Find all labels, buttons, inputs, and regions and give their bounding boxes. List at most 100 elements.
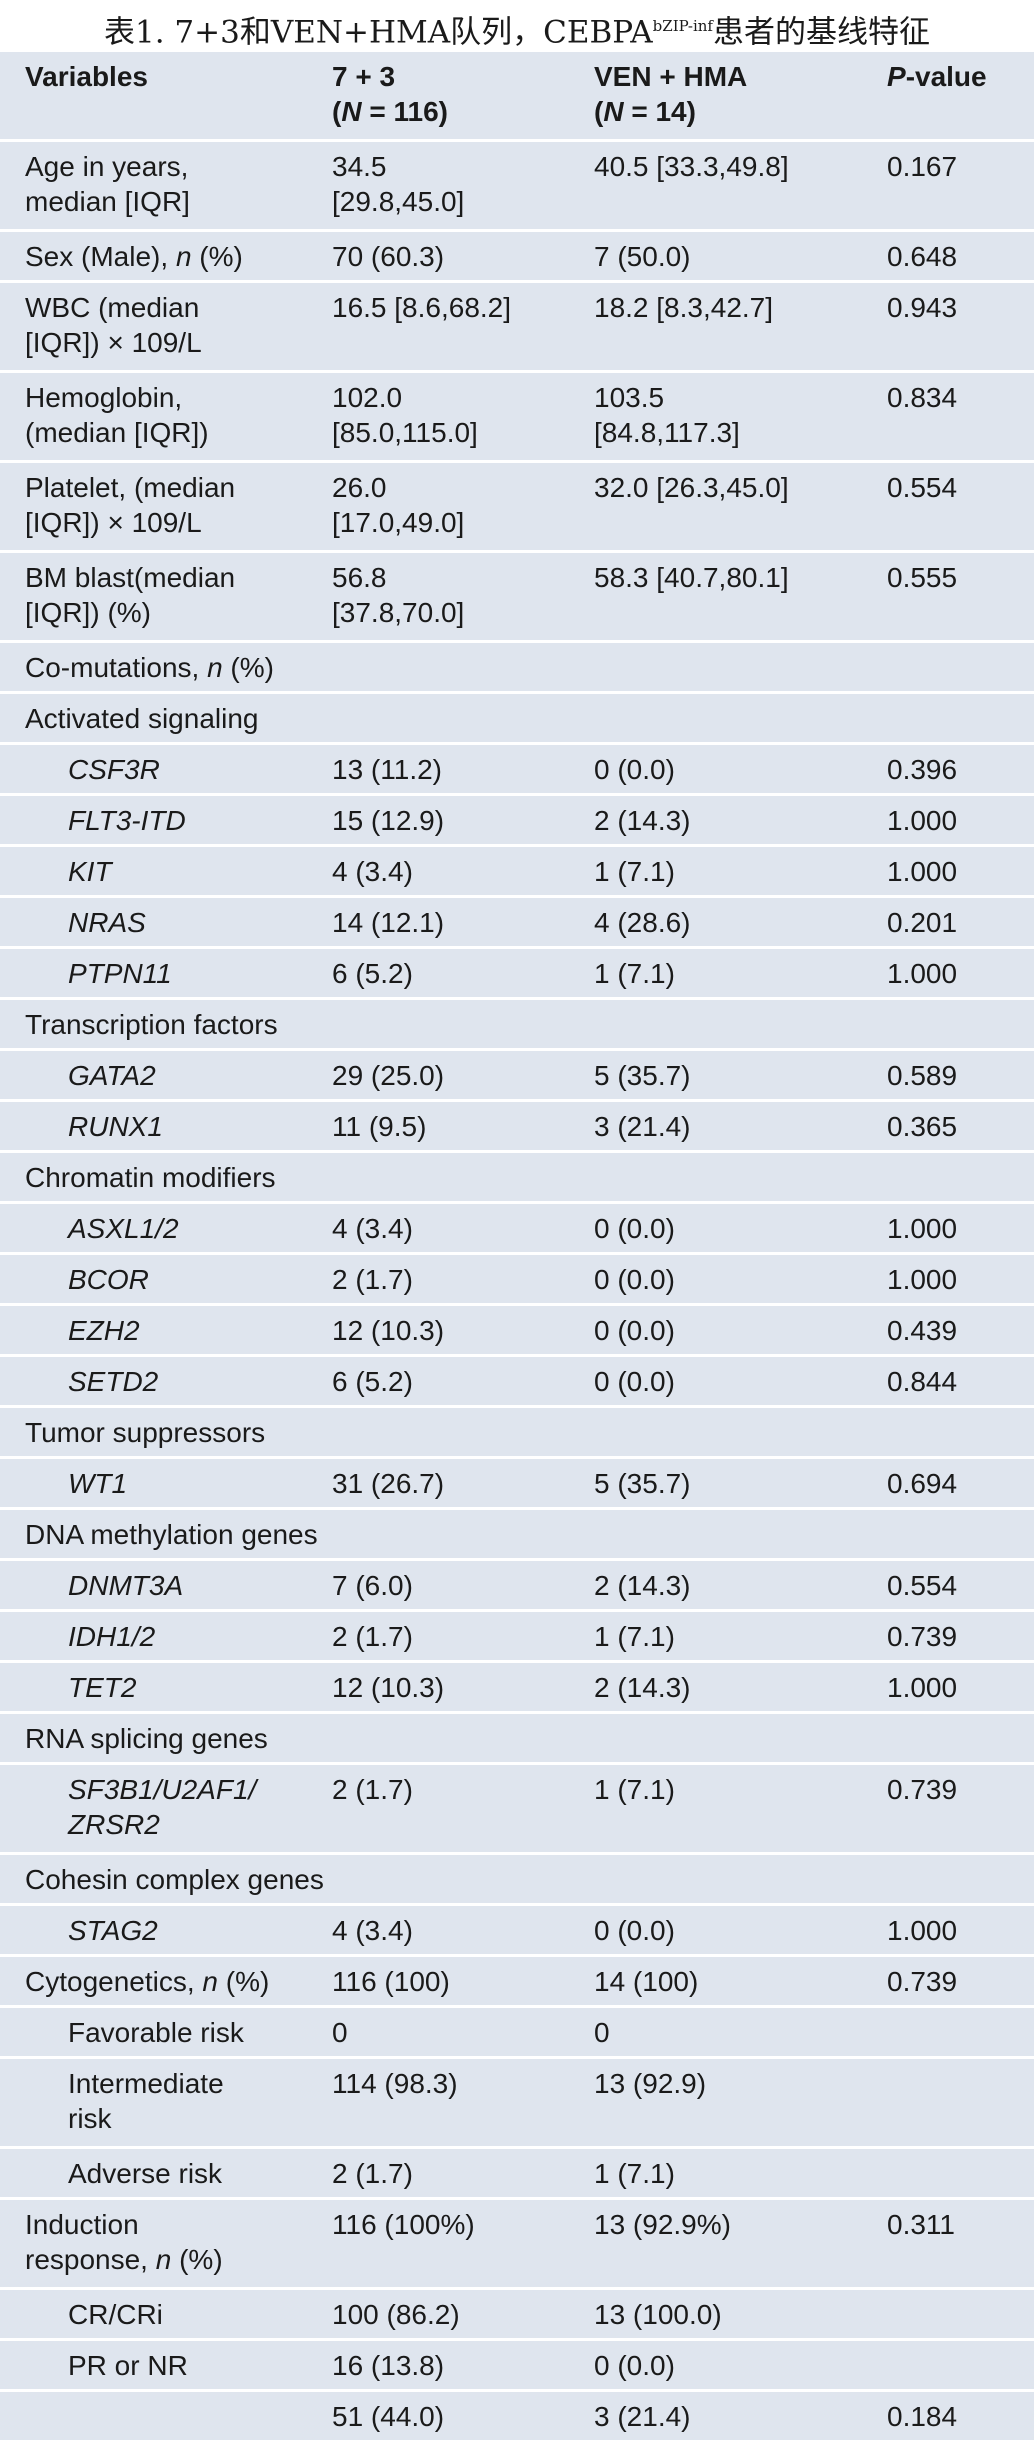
cell-text: FLT3-ITD (68, 805, 186, 836)
row-label: SETD2 (0, 1357, 332, 1405)
cell-text: Chromatin modifiers genes (25, 1162, 276, 1201)
cell-text: Transcription factors genes (25, 1009, 278, 1048)
cell-text: n (175, 241, 192, 272)
table-row: KIT 4 (3.4) 1 (7.1) 1.000 (0, 847, 1034, 898)
table-cell: 1.000 (887, 1915, 958, 1946)
table-row: ASXL1/2 4 (3.4) 0 (0.0) 1.000 (0, 1204, 1034, 1255)
cell-text: BCOR (68, 1264, 149, 1295)
table-cell: 29 (25.0) (332, 1060, 445, 1091)
table-cell: 0.554 (887, 472, 958, 503)
table-cell: 0.311 (887, 2209, 955, 2240)
table-row: Intermediate risk 114 (98.3) 13 (92.9) (0, 2059, 1034, 2149)
row-label: RNA splicing genes (0, 1714, 332, 1762)
cell-text: Age in years, median [IQR] (25, 151, 190, 217)
row-label: KIT (0, 847, 332, 895)
row-label: Co-mutations, n (%) (0, 643, 332, 691)
table-cell: 0.201 (887, 907, 958, 938)
table-cell: 1.000 (887, 856, 958, 887)
table-cell: 34.5 [29.8,45.0] (332, 151, 465, 217)
table-row: DNA methylation genes (0, 1510, 1034, 1561)
cell-text: VEN + HMA ( (594, 61, 748, 127)
title-text: 表1. 7+3和VEN+HMA队列，CEBPA (104, 14, 653, 51)
table-row: DNMT3A 7 (6.0) 2 (14.3) 0.554 (0, 1561, 1034, 1612)
table-cell: 0.439 (887, 1315, 958, 1346)
table-cell: 56.8 [37.8,70.0] (332, 562, 465, 628)
header-row: Variables 7 + 3 (N = 116) VEN + HMA (N = 1… (0, 52, 1034, 142)
table-cell: 0 (594, 2017, 610, 2048)
table-row: Sex (Male), n (%) 70 (60.3) 7 (50.0) 0.648 (0, 232, 1034, 283)
table-row: Adverse risk 2 (1.7) 1 (7.1) (0, 2149, 1034, 2200)
table-row: EZH2 12 (10.3) 0 (0.0) 0.439 (0, 1306, 1034, 1357)
row-label: BM blast(median [IQR]) (%) (0, 553, 332, 640)
row-label: Induction response, n (%) (0, 2200, 332, 2287)
table-cell: 3 (21.4) (594, 1111, 691, 1142)
table-cell: 26.0 [17.0,49.0] (332, 472, 465, 538)
table-cell: 13 (92.9%) (594, 2209, 731, 2240)
table-cell: 16 (13.8) (332, 2350, 445, 2381)
cell-text: SETD2 (68, 1366, 159, 1397)
row-label: PR or NR (0, 2341, 332, 2389)
cell-text: EZH2 (68, 1315, 140, 1346)
title-sup: bZIP-inf (652, 17, 713, 35)
cell-text: STAG2 (68, 1915, 158, 1946)
cell-text: = 14) (623, 96, 696, 127)
header-cell: P-value (887, 52, 1034, 139)
table-row: Tumor suppressors genes (0, 1408, 1034, 1459)
row-label: WT1 (0, 1459, 332, 1507)
row-label: Tumor suppressors genes (0, 1408, 332, 1456)
cell-text: n (155, 2244, 172, 2275)
row-label: Cytogenetics, n (%) (0, 1957, 332, 2005)
table-cell: 58.3 [40.7,80.1] (594, 562, 789, 593)
table-cell: 7 (6.0) (332, 1570, 413, 1601)
cell-text: BM blast(median [IQR]) (%) (25, 562, 236, 628)
table-row: GATA2 29 (25.0) 5 (35.7) 0.589 (0, 1051, 1034, 1102)
table-row: Favorable risk 0 0 (0, 2008, 1034, 2059)
table-row: CR/CRi 100 (86.2) 13 (100.0) (0, 2290, 1034, 2341)
table-row: Age in years, median [IQR] 34.5 [29.8,45.… (0, 142, 1034, 232)
table-row: IDH1/2 2 (1.7) 1 (7.1) 0.739 (0, 1612, 1034, 1663)
row-label: Age in years, median [IQR] (0, 142, 332, 229)
table-cell: 40.5 [33.3,49.8] (594, 151, 789, 182)
row-label: Platelet, (median [IQR]) × 109/L (0, 463, 332, 550)
table-row: Chromatin modifiers genes (0, 1153, 1034, 1204)
table-cell: 0.739 (887, 1621, 958, 1652)
row-label: CSF3R (0, 745, 332, 793)
table-cell: 0.589 (887, 1060, 958, 1091)
table-row: Platelet, (median [IQR]) × 109/L 26.0 [17… (0, 463, 1034, 553)
table-cell: 6 (5.2) (332, 1366, 413, 1397)
cell-text: TET2 (68, 1672, 137, 1703)
row-label: Transcription factors genes (0, 1000, 332, 1048)
row-label: PTPN11 (0, 949, 332, 997)
table-cell: 5 (35.7) (594, 1468, 691, 1499)
cell-text: WT1 (68, 1468, 128, 1499)
table-row: Co-mutations, n (%) (0, 643, 1034, 694)
row-label: Cohesin complex genes (0, 1855, 332, 1903)
row-label: Activated signaling genes (0, 694, 332, 742)
table-cell: 0.365 (887, 1111, 958, 1142)
table-cell: 18.2 [8.3,42.7] (594, 292, 774, 323)
title-text: 患者的基线特征 (712, 14, 930, 51)
row-label: SF3B1/U2AF1/ ZRSR2 (0, 1765, 332, 1852)
table-cell: 13 (92.9) (594, 2068, 707, 2099)
table-cell: 1 (7.1) (594, 1774, 675, 1805)
cell-text: DNA methylation genes (25, 1519, 318, 1550)
cell-text: SF3B1/U2AF1/ ZRSR2 (68, 1774, 257, 1840)
table-cell: 0.943 (887, 292, 958, 323)
cell-text: CR/CRi (68, 2299, 163, 2330)
cell-text: Activated signaling genes (25, 703, 259, 742)
row-label: Adverse risk (0, 2149, 332, 2197)
table-cell: 31 (26.7) (332, 1468, 445, 1499)
table-cell: 0.184 (887, 2401, 958, 2432)
table-row: SETD2 6 (5.2) 0 (0.0) 0.844 (0, 1357, 1034, 1408)
row-label: TET2 (0, 1663, 332, 1711)
table-cell: 3 (21.4) (594, 2401, 691, 2432)
table-cell: 0 (0.0) (594, 1366, 675, 1397)
table-cell: 1.000 (887, 1264, 958, 1295)
row-label: ASXL1/2 (0, 1204, 332, 1252)
table-cell: 0.167 (887, 151, 958, 182)
table-cell: 1 (7.1) (594, 856, 675, 887)
cell-text: PR or NR (68, 2350, 188, 2381)
cell-text: Induction response, (25, 2209, 148, 2275)
cell-text: Intermediate risk (68, 2068, 224, 2134)
